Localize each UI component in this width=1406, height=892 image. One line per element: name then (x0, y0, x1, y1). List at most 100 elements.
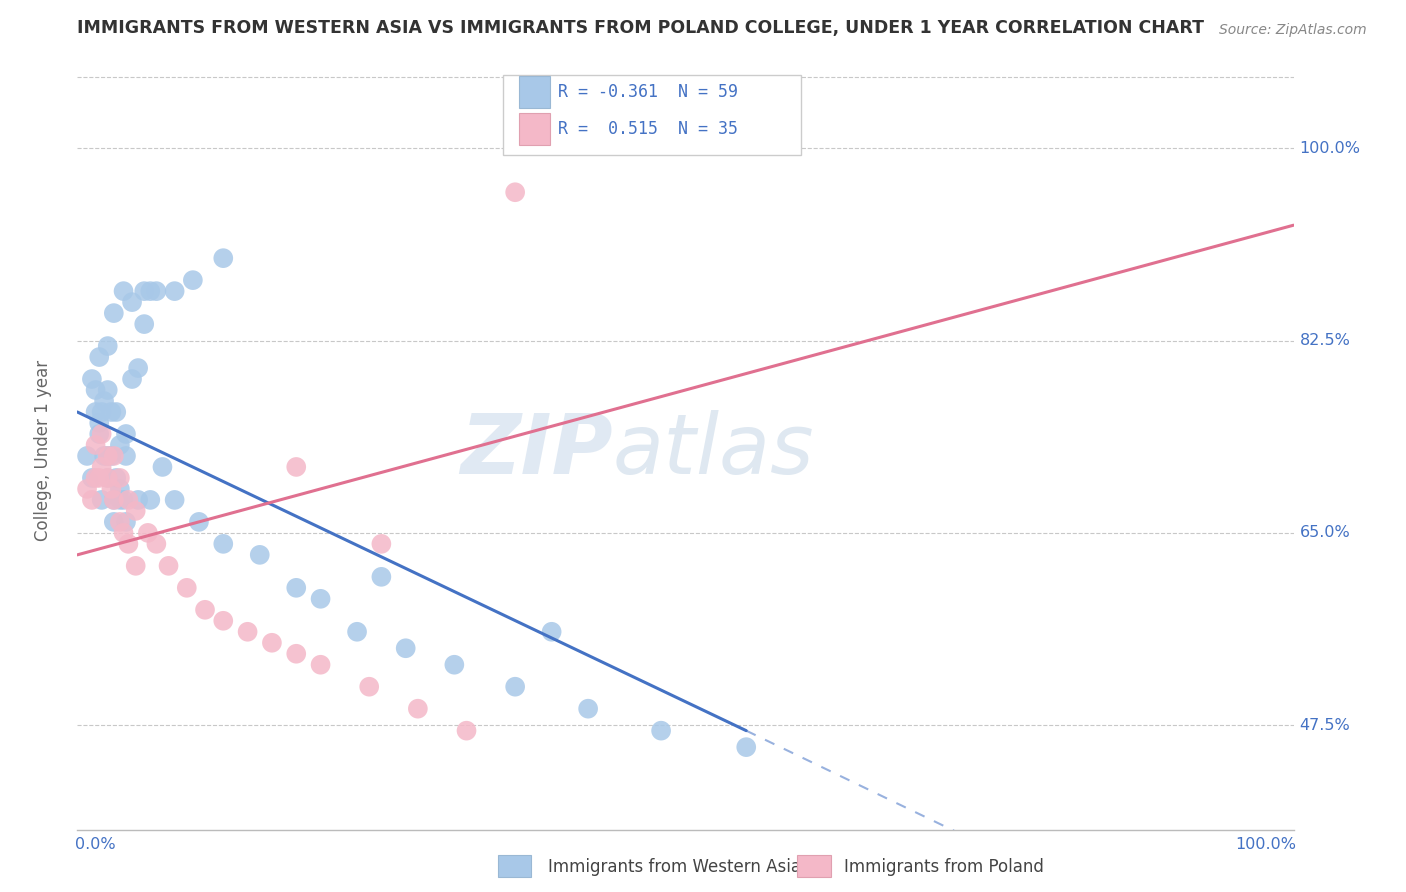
Point (105, 405, 128, 419)
Point (97, 383, 120, 397)
Point (194, 603, 217, 617)
Point (97, 449, 120, 463)
Point (576, 701, 599, 715)
Text: R =  0.515  N = 35: R = 0.515 N = 35 (558, 120, 738, 138)
Point (80, 471, 103, 485)
Point (84, 471, 107, 485)
Point (80, 492, 103, 507)
Point (236, 624, 259, 639)
Point (90, 459, 112, 474)
Point (285, 459, 308, 474)
Point (309, 657, 332, 672)
Point (112, 492, 135, 507)
Point (212, 537, 235, 551)
Text: R = -0.361  N = 59: R = -0.361 N = 59 (558, 83, 738, 101)
Point (181, 273, 204, 287)
Text: 65.0%: 65.0% (1299, 525, 1350, 541)
Point (139, 284, 162, 298)
Text: atlas: atlas (613, 410, 814, 491)
Point (285, 581, 308, 595)
Text: 0.0%: 0.0% (75, 837, 115, 852)
Point (309, 591, 332, 606)
Text: Source: ZipAtlas.com: Source: ZipAtlas.com (1219, 23, 1367, 37)
Text: Immigrants from Poland: Immigrants from Poland (844, 858, 1043, 876)
Point (503, 186, 526, 200)
Point (176, 581, 198, 595)
Point (136, 525, 159, 540)
Point (346, 624, 368, 639)
Point (97, 471, 120, 485)
Point (84, 405, 107, 419)
Point (90, 427, 112, 442)
Point (134, 284, 156, 298)
Point (108, 471, 131, 485)
Point (127, 361, 149, 376)
Point (139, 492, 162, 507)
Point (127, 492, 149, 507)
Point (735, 740, 758, 755)
Point (163, 284, 186, 298)
Point (188, 515, 211, 529)
Point (443, 657, 465, 672)
FancyBboxPatch shape (519, 76, 550, 108)
Point (103, 515, 125, 529)
Point (97, 339, 120, 353)
Point (105, 471, 128, 485)
Point (112, 284, 135, 298)
Point (93, 394, 115, 409)
Point (89, 471, 111, 485)
Point (359, 680, 381, 694)
Point (370, 537, 392, 551)
Point (540, 624, 562, 639)
Point (103, 492, 125, 507)
Text: IMMIGRANTS FROM WESTERN ASIA VS IMMIGRANTS FROM POLAND COLLEGE, UNDER 1 YEAR COR: IMMIGRANTS FROM WESTERN ASIA VS IMMIGRAN… (77, 20, 1205, 37)
Point (100, 482, 122, 496)
Text: 100.0%: 100.0% (1299, 141, 1361, 156)
Point (125, 558, 148, 573)
Point (260, 636, 283, 650)
Point (100, 405, 122, 419)
Point (125, 504, 148, 518)
Text: College, Under 1 year: College, Under 1 year (34, 359, 52, 541)
Point (80, 372, 103, 386)
Point (370, 570, 392, 584)
Point (456, 723, 478, 738)
Point (89, 427, 111, 442)
Point (108, 482, 131, 496)
Point (100, 449, 122, 463)
Point (134, 317, 156, 331)
Point (112, 525, 135, 540)
Point (650, 723, 672, 738)
Point (115, 449, 138, 463)
Point (108, 515, 131, 529)
Point (406, 701, 429, 715)
Point (103, 449, 125, 463)
Point (89, 350, 111, 364)
Point (157, 558, 180, 573)
Point (108, 438, 131, 452)
Point (145, 284, 167, 298)
Point (108, 492, 131, 507)
Text: Immigrants from Western Asia: Immigrants from Western Asia (548, 858, 801, 876)
Point (212, 614, 235, 628)
Point (93, 449, 115, 463)
Point (121, 372, 143, 386)
Text: 47.5%: 47.5% (1299, 718, 1350, 732)
Point (84, 383, 107, 397)
Point (285, 647, 308, 661)
Point (395, 641, 418, 656)
Point (89, 416, 111, 430)
Point (76, 449, 98, 463)
Text: 82.5%: 82.5% (1299, 333, 1351, 348)
Point (503, 680, 526, 694)
Point (103, 492, 125, 507)
Point (97, 449, 120, 463)
Point (90, 405, 112, 419)
Point (117, 492, 139, 507)
Text: 100.0%: 100.0% (1234, 837, 1296, 852)
Point (115, 427, 138, 442)
Point (103, 306, 125, 320)
Point (145, 537, 167, 551)
Point (212, 251, 235, 265)
Point (76, 482, 98, 496)
